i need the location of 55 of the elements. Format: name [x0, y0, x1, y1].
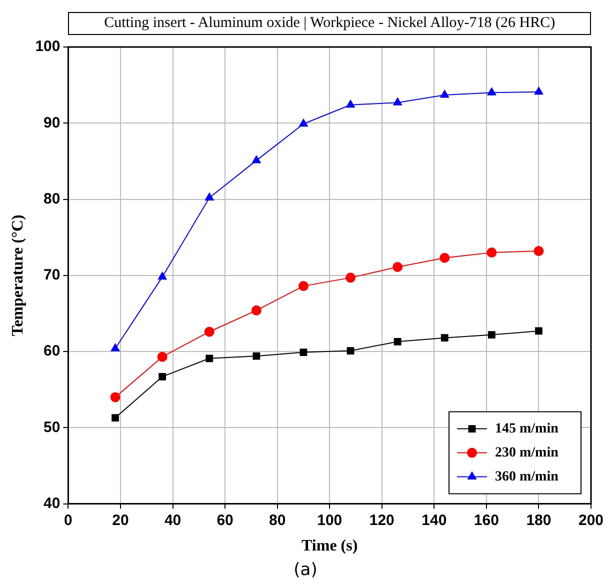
x-tick-label: 100 [317, 512, 342, 529]
text: (a) [292, 560, 318, 580]
point [486, 248, 497, 258]
point [440, 252, 450, 263]
point [110, 343, 120, 352]
point [112, 414, 119, 422]
y-tick-label: 100 [35, 38, 60, 56]
point [157, 352, 168, 362]
point [299, 118, 308, 127]
point [346, 100, 355, 108]
point [487, 88, 496, 96]
y-tick-label: 90 [44, 114, 60, 132]
y-axis-title: Temperature (°C) [10, 214, 27, 336]
point [110, 392, 120, 402]
point [204, 192, 214, 200]
x-axis-title: Time (s) [302, 538, 358, 555]
x-tick-label: 40 [164, 512, 182, 529]
y-tick-label: 60 [44, 342, 60, 360]
point [393, 98, 402, 106]
chart-title: Cutting insert - Aluminum oxide | Workpiece - Nickel Alloy-718 (26 HRC) [68, 12, 591, 35]
point [158, 372, 166, 380]
legend-label: 230 m/min [495, 445, 559, 460]
point [298, 281, 308, 292]
point [394, 338, 402, 346]
point [204, 326, 214, 337]
point [534, 86, 544, 95]
point [252, 155, 261, 164]
legend-label: 360 m/min [495, 469, 559, 484]
y-tick-label: 40 [44, 494, 60, 512]
x-tick-label: 60 [216, 512, 234, 529]
x-tick-label: 80 [268, 512, 286, 529]
y-tick-label: 80 [44, 190, 60, 208]
y-tick-label: 70 [44, 266, 60, 284]
point [251, 305, 262, 316]
point [440, 90, 450, 98]
point [252, 352, 260, 360]
x-tick-label: 120 [369, 512, 394, 529]
point [534, 246, 544, 256]
point [488, 331, 496, 338]
x-tick-label: 180 [526, 512, 552, 529]
x-tick-label: 140 [422, 512, 447, 529]
x-tick-label: 200 [578, 512, 604, 529]
x-tick-label: 20 [112, 512, 129, 529]
point [158, 272, 167, 280]
point [300, 348, 308, 356]
x-tick-label: 0 [64, 512, 72, 529]
x-tick-label: 160 [474, 512, 499, 529]
point [346, 347, 354, 354]
point [392, 262, 403, 272]
point [206, 354, 214, 362]
point [346, 272, 356, 283]
y-tick-label: 50 [44, 418, 60, 436]
legend-label: 145 m/min [495, 421, 559, 436]
point [440, 334, 448, 342]
point [535, 327, 542, 335]
